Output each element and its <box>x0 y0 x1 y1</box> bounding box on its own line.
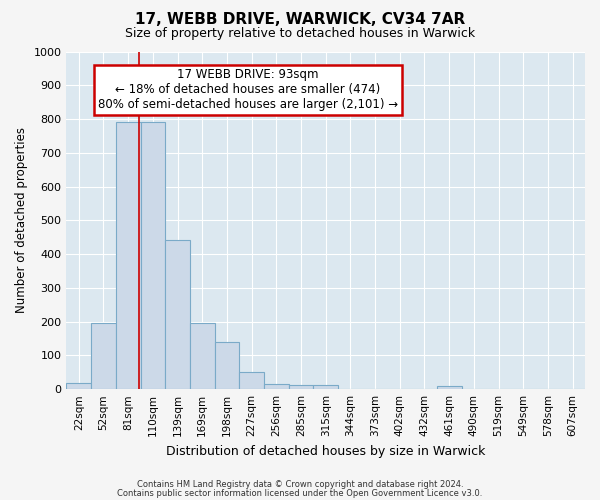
Bar <box>313 385 338 389</box>
Text: Contains HM Land Registry data © Crown copyright and database right 2024.: Contains HM Land Registry data © Crown c… <box>137 480 463 489</box>
Bar <box>215 342 239 389</box>
Bar <box>165 240 190 389</box>
Bar <box>140 122 165 389</box>
Bar <box>67 383 91 389</box>
X-axis label: Distribution of detached houses by size in Warwick: Distribution of detached houses by size … <box>166 444 485 458</box>
Bar <box>437 386 461 389</box>
Text: Contains public sector information licensed under the Open Government Licence v3: Contains public sector information licen… <box>118 488 482 498</box>
Bar <box>289 385 313 389</box>
Text: Size of property relative to detached houses in Warwick: Size of property relative to detached ho… <box>125 28 475 40</box>
Bar <box>239 372 264 389</box>
Y-axis label: Number of detached properties: Number of detached properties <box>15 128 28 314</box>
Bar <box>116 122 140 389</box>
Text: 17, WEBB DRIVE, WARWICK, CV34 7AR: 17, WEBB DRIVE, WARWICK, CV34 7AR <box>135 12 465 28</box>
Bar <box>91 324 116 389</box>
Bar <box>190 324 215 389</box>
Text: 17 WEBB DRIVE: 93sqm
← 18% of detached houses are smaller (474)
80% of semi-deta: 17 WEBB DRIVE: 93sqm ← 18% of detached h… <box>98 68 398 112</box>
Bar <box>264 384 289 389</box>
